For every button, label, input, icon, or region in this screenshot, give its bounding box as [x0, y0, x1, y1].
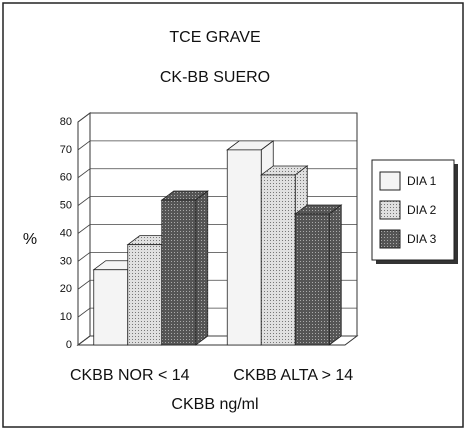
- y-tick-label: 0: [66, 339, 72, 351]
- legend-label: DIA 3: [407, 232, 437, 246]
- bar: [160, 190, 209, 346]
- legend-swatch: [379, 171, 401, 191]
- bar-front: [294, 213, 330, 346]
- bar: [294, 204, 343, 346]
- y-tick-label: 10: [60, 311, 72, 323]
- y-tick-label: 20: [60, 283, 72, 295]
- bar-front: [161, 199, 197, 346]
- bar-front: [93, 269, 129, 346]
- grid-line: [77, 196, 357, 206]
- grid-line: [77, 168, 357, 179]
- y-tick-label: 50: [60, 200, 72, 212]
- bar-side: [195, 190, 209, 346]
- bar-front: [226, 149, 262, 346]
- y-tick-label: 40: [60, 227, 72, 239]
- grid-line: [77, 112, 357, 123]
- bar-side: [328, 204, 342, 346]
- grid-line: [77, 140, 357, 151]
- y-tick-label: 70: [60, 144, 72, 156]
- x-axis-label: CKBB ng/ml: [171, 396, 258, 413]
- y-tick-label: 60: [60, 172, 72, 184]
- legend-label: DIA 2: [407, 203, 437, 217]
- chart-subtitle: CK-BB SUERO: [160, 69, 270, 86]
- x-tick-label: CKBB NOR < 14: [70, 367, 190, 384]
- x-tick-label: CKBB ALTA > 14: [233, 367, 353, 384]
- bar-front: [260, 174, 296, 346]
- legend-swatch: [379, 200, 401, 220]
- legend-swatch: [379, 229, 401, 249]
- y-tick-label: 30: [60, 255, 72, 267]
- y-axis-label: %: [23, 231, 37, 248]
- legend-label: DIA 1: [407, 174, 437, 188]
- y-tick-label: 80: [60, 116, 72, 128]
- chart-title: TCE GRAVE: [169, 29, 260, 46]
- bar-front: [127, 244, 163, 346]
